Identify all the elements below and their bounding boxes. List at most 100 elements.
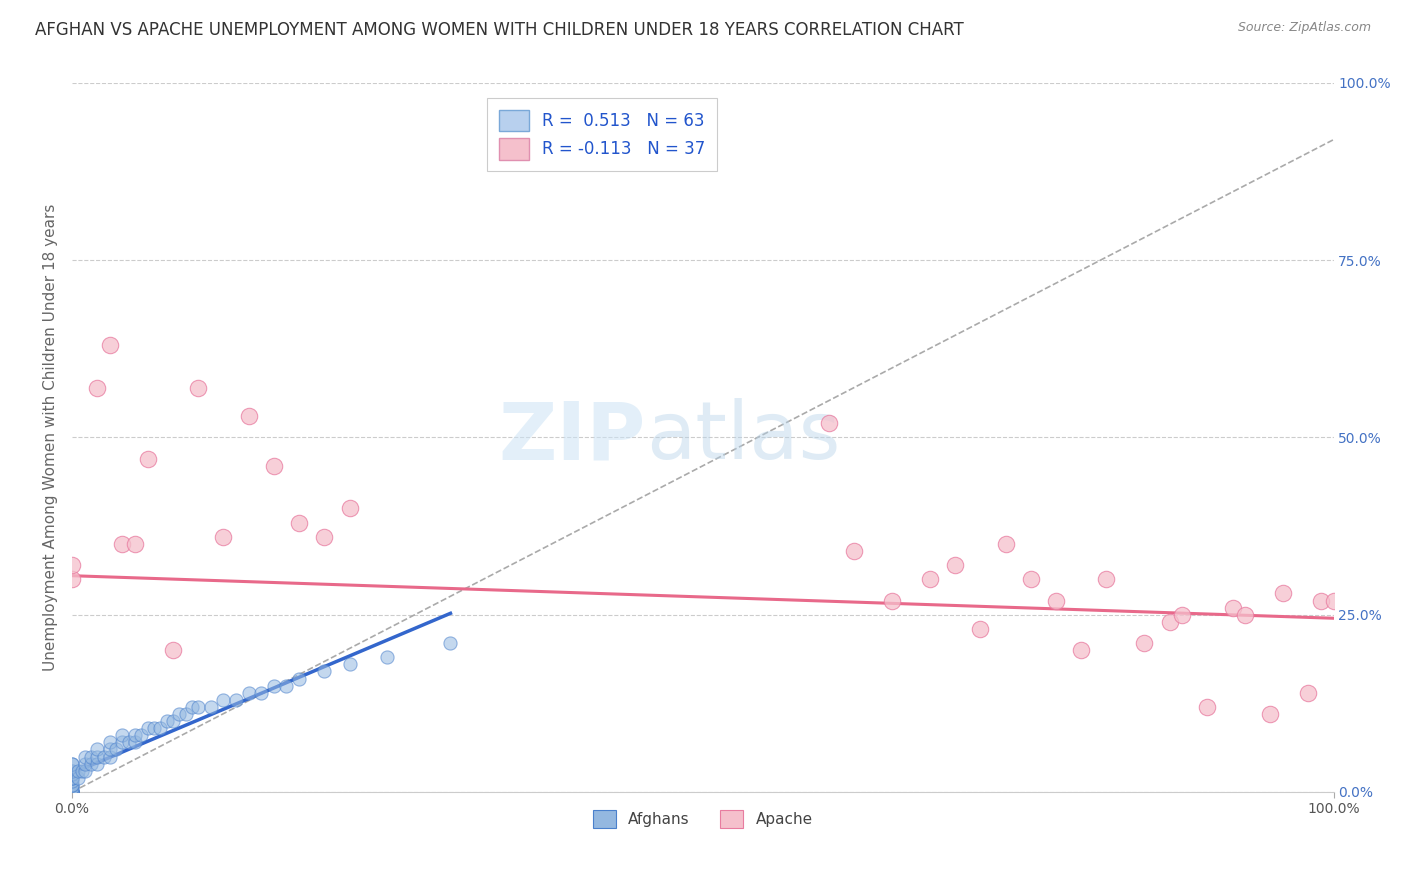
Point [842,544,865,558]
Y-axis label: Unemployment Among Women with Children Under 18 years: Unemployment Among Women with Children U… [44,203,58,671]
Point [60,778,83,792]
Point [60,785,83,799]
Point [60,778,83,792]
Point [73,749,96,764]
Point [60,756,83,771]
Point [180,699,202,714]
Point [67,764,90,778]
Point [73,764,96,778]
Point [162,643,184,657]
Point [80,749,103,764]
Point [1159,615,1181,629]
Point [80,756,103,771]
Point [60,771,83,785]
Point [60,764,83,778]
Point [880,593,903,607]
Point [60,558,83,572]
Point [1322,593,1344,607]
Point [314,665,336,679]
Point [60,781,83,796]
Point [238,409,260,424]
Point [250,686,273,700]
Point [156,714,179,728]
Point [60,774,83,789]
Point [86,742,108,756]
Point [187,381,209,395]
Point [124,537,146,551]
Point [98,338,121,352]
Point [1095,572,1118,586]
Point [994,537,1017,551]
Point [124,735,146,749]
Point [377,650,399,665]
Point [143,721,166,735]
Point [276,679,298,693]
Point [1309,593,1331,607]
Point [1133,636,1156,650]
Point [60,771,83,785]
Point [1234,607,1257,622]
Point [98,749,121,764]
Point [60,785,83,799]
Point [60,785,83,799]
Point [111,728,134,742]
Point [60,767,83,781]
Point [86,749,108,764]
Point [818,417,841,431]
Text: ZIP: ZIP [499,399,645,476]
Point [60,572,83,586]
Point [263,458,285,473]
Point [136,451,159,466]
Point [136,721,159,735]
Point [263,679,285,693]
Point [212,530,235,544]
Point [118,735,141,749]
Point [1298,686,1320,700]
Point [1272,586,1295,600]
Point [187,699,209,714]
Point [288,516,311,530]
Point [98,735,121,749]
Point [86,381,108,395]
Point [60,785,83,799]
Point [200,699,222,714]
Point [212,693,235,707]
Point [111,735,134,749]
Point [60,756,83,771]
Point [60,781,83,796]
Point [1222,600,1244,615]
Point [105,742,128,756]
Point [1045,593,1067,607]
Point [339,657,361,672]
Point [288,672,311,686]
Point [1171,607,1194,622]
Point [70,764,93,778]
Point [93,749,115,764]
Point [969,622,991,636]
Point [439,636,461,650]
Point [314,530,336,544]
Point [1197,699,1219,714]
Point [60,785,83,799]
Point [339,501,361,516]
Point [73,756,96,771]
Point [162,714,184,728]
Text: AFGHAN VS APACHE UNEMPLOYMENT AMONG WOMEN WITH CHILDREN UNDER 18 YEARS CORRELATI: AFGHAN VS APACHE UNEMPLOYMENT AMONG WOME… [35,21,965,38]
Point [174,706,197,721]
Point [98,742,121,756]
Text: Source: ZipAtlas.com: Source: ZipAtlas.com [1237,21,1371,34]
Text: atlas: atlas [645,399,841,476]
Point [60,785,83,799]
Legend: Afghans, Apache: Afghans, Apache [586,804,818,834]
Point [225,693,247,707]
Point [1070,643,1092,657]
Point [131,728,153,742]
Point [67,771,90,785]
Point [60,785,83,799]
Point [60,785,83,799]
Point [943,558,966,572]
Point [86,756,108,771]
Point [1019,572,1042,586]
Point [167,706,190,721]
Point [918,572,941,586]
